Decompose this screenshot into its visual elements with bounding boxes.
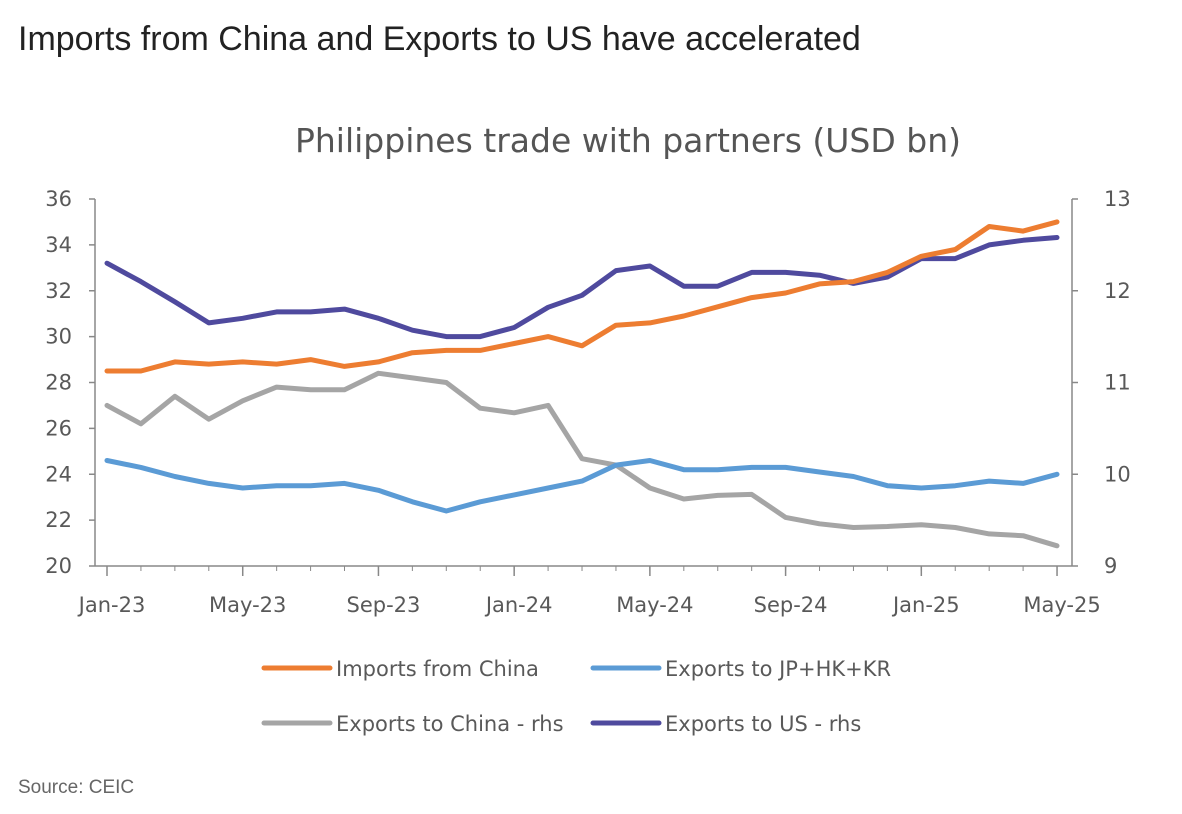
series-lines	[104, 219, 1060, 549]
legend-label: Exports to JP+HK+KR	[665, 657, 891, 681]
legend-label: Exports to US - rhs	[665, 712, 861, 736]
series-line-exports-to-china-rhs	[104, 370, 1060, 549]
legend-label: Exports to China - rhs	[336, 712, 564, 736]
legend: Imports from China Exports to JP+HK+KR Exp…	[261, 657, 891, 736]
legend-label: Imports from China	[336, 657, 539, 681]
x-tick-label: Sep-23	[346, 593, 420, 617]
x-tick-label: Jan-24	[484, 593, 553, 617]
series-line-exports-to-us-rhs	[104, 235, 1060, 340]
x-tick-label: May-24	[616, 593, 693, 617]
source-note: Source: CEIC	[18, 777, 135, 798]
x-tick-label: Jan-25	[891, 593, 960, 617]
y-left-tick-label: 24	[45, 462, 72, 486]
y-right-tick-label: 11	[1104, 371, 1131, 395]
y-left-tick-label: 34	[45, 233, 72, 257]
y-left-tick-label: 30	[45, 325, 72, 349]
x-tick-label: Sep-24	[754, 593, 828, 617]
y-left-tick-label: 36	[45, 187, 72, 211]
x-tick-label: May-25	[1023, 593, 1100, 617]
headline: Imports from China and Exports to US hav…	[18, 20, 861, 58]
y-left-tick-label: 26	[45, 416, 72, 440]
y-right-tick-label: 13	[1104, 187, 1131, 211]
x-tick-label: May-23	[209, 593, 286, 617]
y-left-tick-label: 28	[45, 371, 72, 395]
series-line-imports-from-china	[104, 219, 1060, 374]
x-tick-label: Jan-23	[77, 593, 146, 617]
y-left-tick-label: 20	[45, 554, 72, 578]
y-right-tick-label: 12	[1104, 279, 1131, 303]
series-line-exports-to-jp-hk-kr	[104, 458, 1060, 514]
y-right-tick-label: 9	[1104, 554, 1117, 578]
y-left-tick-label: 32	[45, 279, 72, 303]
y-right-tick-label: 10	[1104, 462, 1131, 486]
chart-title: Philippines trade with partners (USD bn)	[295, 121, 961, 160]
axes: 20 22 24 26 28 30 32 34 36 9 10 11 12 13 Jan-23 May-23 S…	[45, 187, 1130, 617]
y-left-tick-label: 22	[45, 508, 72, 532]
